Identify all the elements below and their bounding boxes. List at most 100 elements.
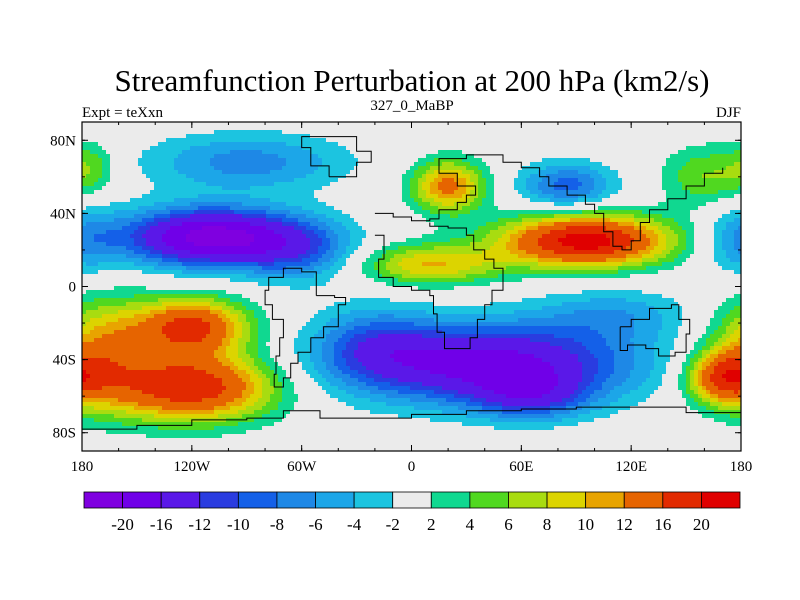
field-cell: [686, 202, 691, 207]
field-cell: [538, 174, 543, 179]
field-cell: [662, 182, 667, 187]
field-cell: [514, 166, 519, 171]
field-cell: [346, 234, 351, 239]
field-cell: [714, 210, 719, 215]
field-cell: [170, 194, 175, 199]
field-cell: [450, 162, 455, 167]
field-cell: [490, 130, 495, 135]
field-cell: [486, 138, 491, 143]
field-cell: [334, 202, 339, 207]
field-cell: [274, 162, 279, 167]
field-cell: [690, 166, 695, 171]
field-cell: [658, 198, 663, 203]
field-cell: [574, 170, 579, 175]
field-cell: [234, 178, 239, 183]
field-cell: [154, 162, 159, 167]
field-cell: [330, 206, 335, 211]
field-cell: [398, 134, 403, 139]
field-cell: [122, 174, 127, 179]
field-cell: [606, 194, 611, 199]
field-cell: [142, 242, 147, 247]
field-cell: [286, 190, 291, 195]
field-cell: [562, 226, 567, 231]
field-cell: [94, 182, 99, 187]
field-cell: [358, 190, 363, 195]
field-cell: [162, 242, 167, 247]
field-cell: [242, 194, 247, 199]
field-cell: [166, 174, 171, 179]
field-cell: [602, 178, 607, 183]
field-cell: [178, 174, 183, 179]
field-cell: [370, 134, 375, 139]
field-cell: [346, 210, 351, 215]
field-cell: [174, 146, 179, 151]
field-cell: [554, 230, 559, 235]
field-cell: [154, 226, 159, 231]
field-cell: [482, 158, 487, 163]
field-cell: [458, 170, 463, 175]
field-cell: [426, 122, 431, 127]
field-cell: [354, 226, 359, 231]
field-cell: [174, 194, 179, 199]
field-cell: [682, 162, 687, 167]
field-cell: [350, 194, 355, 199]
field-cell: [298, 226, 303, 231]
field-cell: [738, 234, 741, 239]
field-cell: [178, 230, 183, 235]
field-cell: [198, 218, 203, 223]
field-cell: [398, 150, 403, 155]
field-cell: [478, 134, 483, 139]
field-cell: [658, 162, 663, 167]
field-cell: [338, 166, 343, 171]
field-cell: [326, 150, 331, 155]
field-cell: [622, 166, 627, 171]
field-cell: [394, 234, 399, 239]
field-cell: [714, 138, 719, 143]
field-cell: [142, 194, 147, 199]
field-cell: [554, 214, 559, 219]
field-cell: [714, 158, 719, 163]
field-cell: [358, 150, 363, 155]
field-cell: [94, 138, 99, 143]
field-cell: [170, 202, 175, 207]
field-cell: [266, 218, 271, 223]
field-cell: [350, 182, 355, 187]
field-cell: [206, 126, 211, 131]
field-cell: [118, 174, 123, 179]
field-cell: [254, 178, 259, 183]
field-cell: [322, 222, 327, 227]
field-cell: [250, 126, 255, 131]
field-cell: [686, 178, 691, 183]
field-cell: [230, 234, 235, 239]
field-cell: [250, 186, 255, 191]
field-cell: [306, 154, 311, 159]
field-cell: [154, 218, 159, 223]
field-cell: [558, 202, 563, 207]
field-cell: [718, 166, 723, 171]
field-cell: [614, 202, 619, 207]
field-cell: [90, 178, 95, 183]
field-cell: [262, 138, 267, 143]
field-cell: [150, 122, 155, 127]
field-cell: [218, 174, 223, 179]
field-cell: [294, 158, 299, 163]
field-cell: [430, 138, 435, 143]
field-cell: [434, 186, 439, 191]
field-cell: [614, 134, 619, 139]
field-cell: [658, 178, 663, 183]
field-cell: [698, 154, 703, 159]
field-cell: [334, 190, 339, 195]
field-cell: [218, 230, 223, 235]
field-cell: [578, 194, 583, 199]
field-cell: [542, 218, 547, 223]
field-cell: [594, 150, 599, 155]
field-cell: [230, 218, 235, 223]
field-cell: [498, 210, 503, 215]
field-cell: [314, 190, 319, 195]
field-cell: [94, 206, 99, 211]
field-cell: [562, 134, 567, 139]
field-cell: [514, 194, 519, 199]
field-cell: [310, 130, 315, 135]
field-cell: [406, 238, 411, 243]
field-cell: [450, 218, 455, 223]
